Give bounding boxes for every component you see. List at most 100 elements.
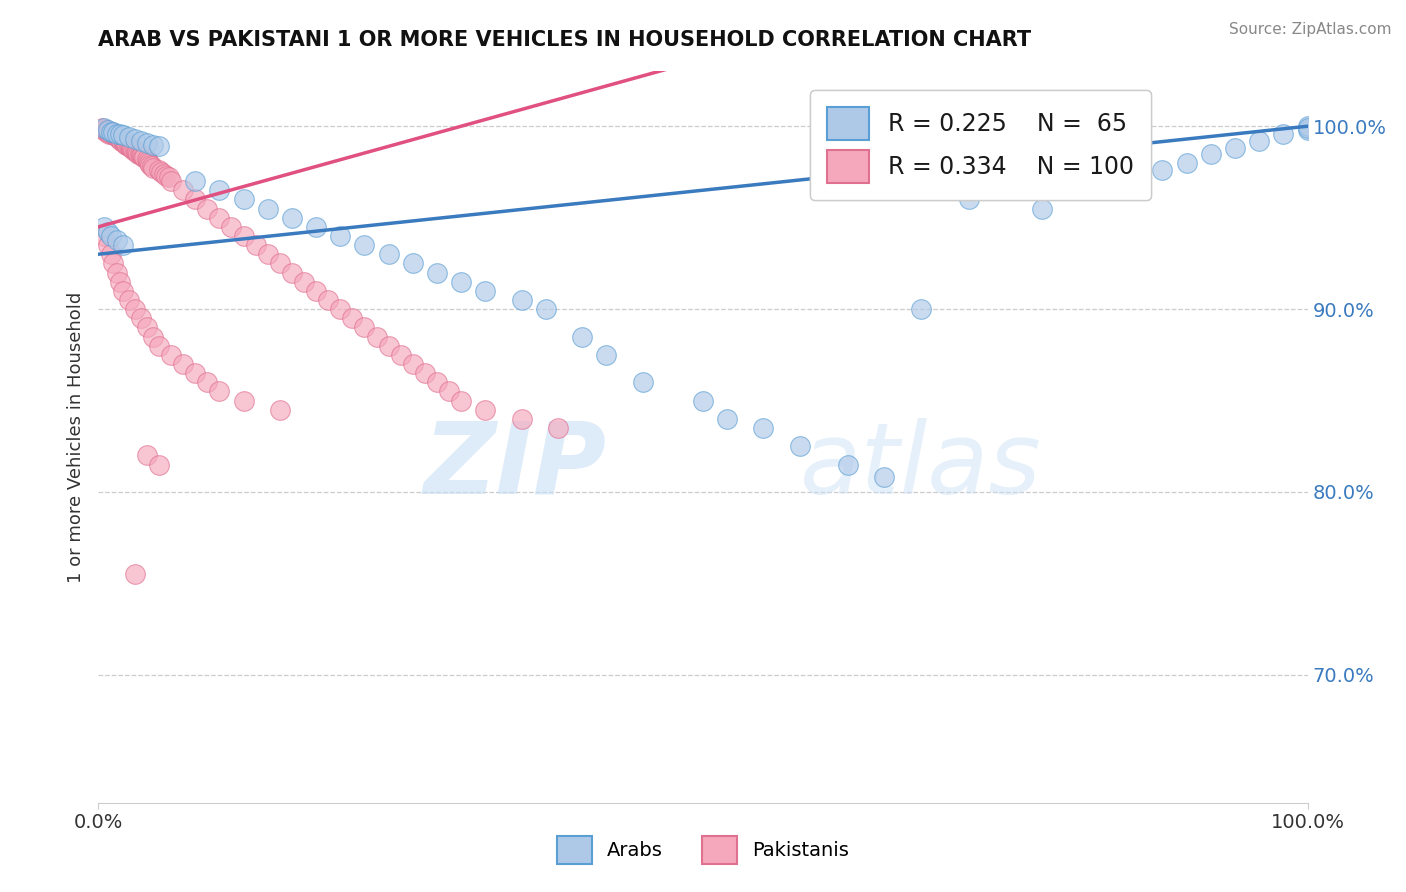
Point [114,136,136,150]
Point [91,121,114,136]
Point [450,275,472,289]
Point [115,137,138,152]
Point [1296,123,1319,137]
Point [413,366,436,380]
Point [389,348,412,362]
Point [138,155,160,169]
Point [127,145,149,159]
Point [208,384,231,399]
Point [142,329,165,343]
Point [994,183,1017,197]
Point [142,161,165,176]
Point [329,228,352,243]
Point [120,141,142,155]
Point [101,125,124,139]
Point [141,160,163,174]
Point [160,174,183,188]
Point [547,421,569,435]
Point [136,153,159,168]
Point [108,127,131,141]
Point [366,329,388,343]
Point [132,150,155,164]
Point [426,265,449,279]
Point [160,348,183,362]
Point [1031,202,1053,216]
Point [97,123,120,137]
Point [353,238,375,252]
Point [101,256,124,270]
Point [96,123,118,137]
Point [692,393,714,408]
Point [510,411,533,425]
Point [377,247,399,261]
Point [221,219,243,234]
Point [104,128,127,143]
Point [118,139,141,153]
Point [108,275,131,289]
Point [118,130,141,145]
Point [150,165,173,179]
Point [105,265,128,279]
Point [571,329,593,343]
Text: Source: ZipAtlas.com: Source: ZipAtlas.com [1229,22,1392,37]
Point [112,136,135,150]
Point [1296,119,1319,133]
Point [97,238,120,252]
Point [111,238,134,252]
Point [172,183,194,197]
Point [128,146,150,161]
Point [124,143,146,157]
Point [124,567,146,582]
Point [910,301,932,316]
Point [129,311,152,326]
Point [127,146,149,161]
Point [534,301,557,316]
Point [93,228,115,243]
Point [172,357,194,371]
Point [111,128,134,143]
Point [195,202,218,216]
Point [129,134,152,148]
Point [125,145,148,159]
Point [957,192,980,206]
Point [93,219,115,234]
Text: ZIP: ZIP [423,417,606,515]
Point [474,284,496,298]
Point [129,148,152,162]
Point [98,127,121,141]
Point [402,256,425,270]
Point [342,311,364,326]
Point [155,169,177,183]
Point [1152,163,1174,178]
Point [105,233,128,247]
Text: atlas: atlas [800,417,1042,515]
Point [510,293,533,307]
Point [101,127,124,141]
Point [124,301,146,316]
Point [148,338,170,352]
Point [1249,134,1271,148]
Point [100,228,122,243]
Point [837,458,859,472]
Point [152,167,174,181]
Point [873,470,896,484]
Point [97,225,120,239]
Point [121,141,143,155]
Point [1296,121,1319,136]
Point [122,143,145,157]
Point [148,163,170,178]
Point [716,411,738,425]
Legend: Arabs, Pakistanis: Arabs, Pakistanis [547,826,859,873]
Point [148,458,170,472]
Point [100,247,122,261]
Point [105,127,128,141]
Point [135,136,157,150]
Point [316,293,339,307]
Point [353,320,375,334]
Point [1078,178,1101,192]
Point [1115,170,1137,185]
Point [100,125,122,139]
Point [474,402,496,417]
Legend: R = 0.225    N =  65, R = 0.334    N = 100: R = 0.225 N = 65, R = 0.334 N = 100 [810,90,1150,200]
Point [105,130,128,145]
